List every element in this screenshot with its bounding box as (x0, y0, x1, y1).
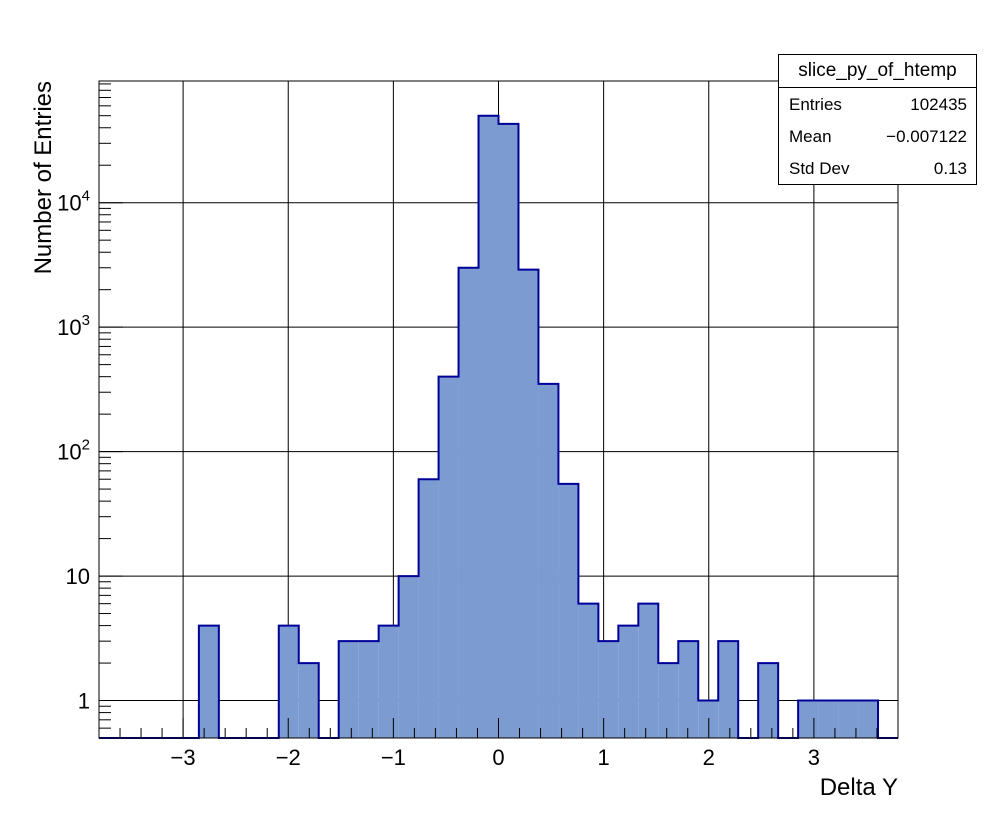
histogram-bar (598, 641, 619, 738)
y-tick-exponent: 3 (82, 312, 90, 329)
x-tick-label: 3 (808, 745, 820, 770)
x-tick-labels: −3 −2 −1 0 1 2 3 (171, 745, 820, 770)
histogram-bar (818, 700, 839, 738)
y-tick-exponent: 2 (82, 437, 90, 454)
y-tick-label: 102 (57, 437, 90, 465)
histogram-bar (658, 663, 679, 738)
x-tick-label: −1 (381, 745, 406, 770)
x-tick-label: 1 (598, 745, 610, 770)
y-tick-label: 103 (57, 312, 90, 340)
stats-value: −0.007122 (886, 127, 967, 146)
histogram-bar (398, 576, 419, 738)
histogram-bar (718, 641, 739, 738)
histogram-bar (538, 383, 559, 738)
stats-row-entries: Entries 102435 (779, 88, 976, 120)
histogram-bar (198, 625, 219, 738)
y-axis-title: Number of Entries (30, 81, 57, 274)
histogram-bar (498, 123, 519, 738)
axis-ticks (98, 83, 899, 739)
histogram-bar (838, 700, 859, 738)
stats-box: slice_py_of_htemp Entries 102435 Mean −0… (778, 54, 977, 185)
y-tick-label: 104 (57, 188, 90, 216)
histogram-bar (618, 625, 639, 738)
stats-box-title: slice_py_of_htemp (779, 55, 976, 88)
histogram-bar (558, 483, 579, 738)
histogram-bar (678, 641, 699, 738)
y-tick-label: 1 (78, 689, 90, 714)
stats-value: 0.13 (933, 159, 967, 178)
histogram-bar (578, 603, 599, 738)
x-tick-label: −3 (171, 745, 196, 770)
x-tick-label: 0 (492, 745, 504, 770)
histogram-bar (458, 267, 479, 738)
stats-row-std-dev: Std Dev 0.13 (779, 152, 976, 184)
histogram-bar (478, 115, 499, 738)
stats-value: 102435 (910, 95, 967, 114)
histogram-bar (278, 625, 299, 738)
histogram-bar (798, 700, 819, 738)
x-axis-title: Delta Y (820, 774, 898, 801)
histogram-bar (438, 376, 459, 738)
histogram-bar (758, 663, 779, 738)
y-tick-exponent: 4 (82, 188, 90, 205)
stats-key: Std Dev (789, 159, 850, 178)
stats-key: Mean (789, 127, 832, 146)
stats-key: Entries (789, 95, 842, 114)
x-tick-label: 2 (703, 745, 715, 770)
histogram-bar (358, 641, 379, 738)
y-tick-base: 10 (57, 191, 81, 216)
y-tick-base: 10 (57, 440, 81, 465)
stats-row-mean: Mean −0.007122 (779, 120, 976, 152)
histogram-bar (298, 663, 319, 738)
x-tick-label: −2 (276, 745, 301, 770)
histogram-bar (858, 700, 879, 738)
histogram-bar (698, 700, 719, 738)
histogram-bar (638, 603, 659, 738)
histogram-bars (99, 114, 898, 739)
histogram-bar (338, 641, 359, 738)
histogram-bar (518, 269, 539, 738)
histogram-bar (378, 625, 399, 738)
y-tick-base: 10 (57, 315, 81, 340)
y-tick-label: 10 (66, 564, 90, 589)
histogram-bar (418, 479, 439, 738)
